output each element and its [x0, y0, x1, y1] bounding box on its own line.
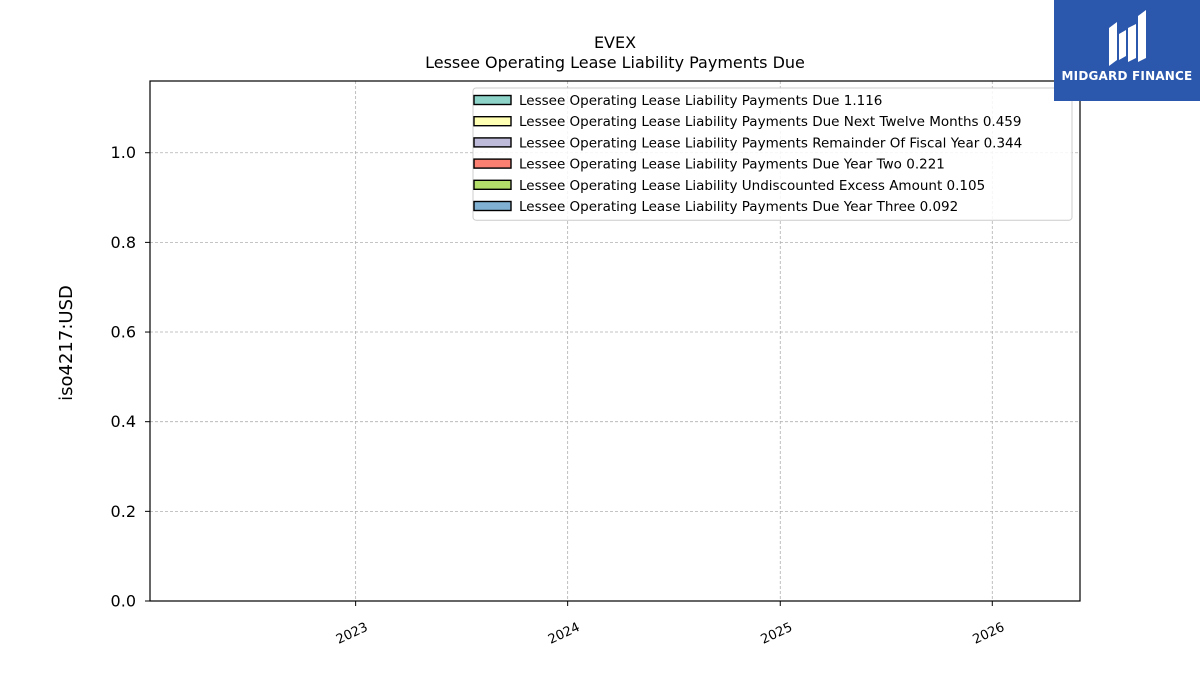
- midgard-finance-logo-mark-icon: [1109, 10, 1146, 66]
- logo-text: MIDGARD FINANCE: [1061, 69, 1193, 83]
- y-tick-label: 0.8: [111, 233, 136, 252]
- y-tick-label: 0.6: [111, 323, 136, 342]
- y-tick-label: 0.0: [111, 592, 136, 611]
- legend-entry-label: Lessee Operating Lease Liability Payment…: [519, 199, 958, 215]
- x-tick-label: 2023: [334, 620, 370, 648]
- y-tick-label: 0.2: [111, 502, 136, 521]
- legend-entry-label: Lessee Operating Lease Liability Payment…: [519, 157, 945, 173]
- plot-area-frame: [149, 80, 1081, 602]
- chart-title: EVEX: [594, 33, 636, 52]
- legend-entry-label: Lessee Operating Lease Liability Payment…: [519, 93, 882, 109]
- y-tick-label: 1.0: [111, 143, 136, 162]
- legend-swatch: [473, 158, 512, 169]
- x-tick-label: 2024: [546, 620, 582, 648]
- y-tick-label: 0.4: [111, 412, 136, 431]
- x-tick-label: 2025: [759, 620, 795, 648]
- legend-swatch: [473, 115, 512, 127]
- legend-swatch: [473, 137, 512, 148]
- legend-swatch: [473, 200, 512, 212]
- midgard-finance-logo: MIDGARD FINANCE: [1054, 0, 1200, 101]
- y-axis-label: iso4217:USD: [56, 285, 77, 401]
- legend-entry-label: Lessee Operating Lease Liability Payment…: [519, 135, 1022, 151]
- legend-swatch: [473, 179, 512, 191]
- legend-swatch: [473, 94, 512, 106]
- legend-entry-label: Lessee Operating Lease Liability Undisco…: [519, 178, 985, 194]
- legend-entry-label: Lessee Operating Lease Liability Payment…: [519, 114, 1021, 130]
- legend-box: [472, 87, 1073, 221]
- chart-subtitle: Lessee Operating Lease Liability Payment…: [425, 53, 805, 72]
- legend: Lessee Operating Lease Liability Payment…: [472, 87, 1073, 221]
- x-tick-label: 2026: [971, 620, 1007, 648]
